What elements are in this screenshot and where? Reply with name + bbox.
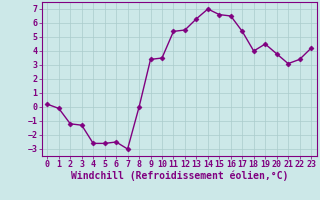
X-axis label: Windchill (Refroidissement éolien,°C): Windchill (Refroidissement éolien,°C) (70, 171, 288, 181)
